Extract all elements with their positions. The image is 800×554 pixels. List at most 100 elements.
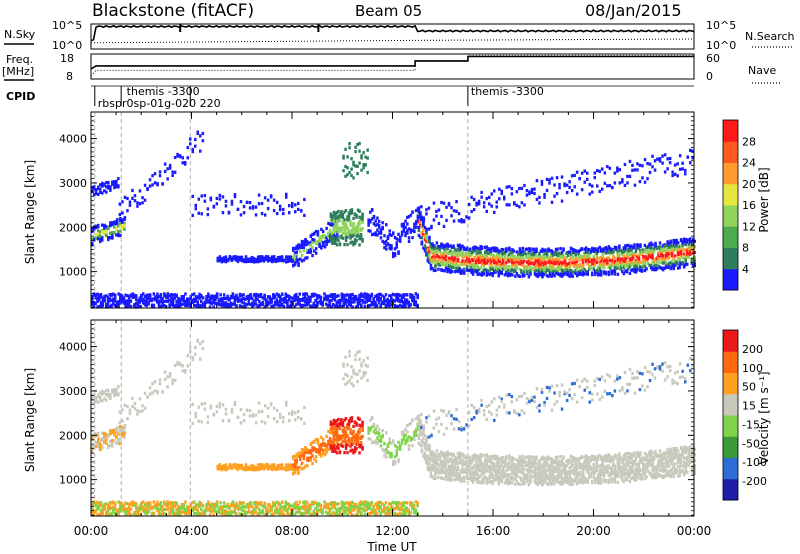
power-echo <box>337 301 340 305</box>
power-echo <box>330 223 334 227</box>
power-echo <box>214 296 217 300</box>
velocity-echo <box>320 447 323 452</box>
velocity-echo <box>128 411 132 415</box>
power-echo <box>467 258 470 262</box>
power-echo <box>664 244 668 248</box>
power-echo <box>377 295 381 299</box>
velocity-echo <box>275 408 279 412</box>
power-echo <box>282 300 286 304</box>
power-echo <box>497 274 500 278</box>
power-echo <box>621 257 624 261</box>
power-echo <box>442 224 446 228</box>
velocity-echo <box>388 441 391 445</box>
power-echo <box>508 203 511 207</box>
velocity-echo <box>337 417 340 421</box>
power-echo <box>598 245 601 249</box>
power-echo <box>103 232 106 236</box>
power-echo <box>616 258 620 263</box>
velocity-echo <box>374 439 377 443</box>
power-echo <box>337 235 340 239</box>
power-colorbar-cell <box>723 268 738 291</box>
power-echo <box>133 194 137 198</box>
power-echo <box>186 146 189 150</box>
power-echo <box>177 305 180 309</box>
power-echo <box>153 181 157 185</box>
power-echo <box>490 263 493 267</box>
power-echo <box>194 203 197 207</box>
velocity-echo <box>224 468 228 472</box>
power-echo <box>420 240 424 244</box>
velocity-echo <box>111 442 114 446</box>
power-echo <box>667 242 671 246</box>
power-echo <box>654 243 657 247</box>
velocity-echo <box>376 430 379 435</box>
power-echo <box>355 239 358 243</box>
power-echo <box>493 254 496 258</box>
power-echo <box>491 273 494 277</box>
power-echo <box>441 246 445 250</box>
velocity-echo <box>115 393 118 397</box>
power-echo <box>520 259 523 263</box>
power-echo <box>91 227 94 231</box>
power-echo <box>642 261 645 265</box>
power-echo <box>166 296 170 300</box>
velocity-echo <box>99 438 102 442</box>
power-echo <box>95 188 98 192</box>
power-echo <box>569 263 573 267</box>
velocity-echo <box>338 436 342 440</box>
noise-sky-label: N.Sky <box>4 28 36 41</box>
velocity-echo <box>299 451 302 455</box>
power-echo <box>407 303 411 307</box>
power-echo <box>296 296 300 300</box>
power-echo <box>385 247 388 251</box>
power-echo <box>244 260 248 264</box>
power-echo <box>352 160 355 164</box>
power-echo <box>302 296 305 300</box>
velocity-echo <box>230 407 234 411</box>
power-echo <box>227 211 231 215</box>
velocity-echo <box>287 467 290 471</box>
power-echo <box>384 303 388 307</box>
velocity-echo <box>118 420 122 425</box>
power-echo <box>435 209 438 213</box>
power-echo <box>441 263 445 267</box>
power-echo <box>377 292 381 296</box>
power-echo <box>353 238 357 242</box>
power-echo <box>678 248 681 252</box>
velocity-echo <box>191 355 194 360</box>
power-echo <box>557 253 561 257</box>
power-echo <box>295 298 298 302</box>
velocity-echo <box>306 450 309 455</box>
power-echo <box>666 265 669 269</box>
power-echo <box>529 265 532 269</box>
power-echo <box>92 302 96 306</box>
power-echo <box>438 245 442 249</box>
power-echo <box>496 253 499 257</box>
velocity-echo <box>109 429 112 433</box>
power-echo <box>471 246 475 250</box>
power-echo <box>222 304 226 308</box>
power-echo <box>648 250 651 255</box>
power-echo <box>533 269 537 274</box>
power-echo <box>231 302 235 306</box>
velocity-echo <box>314 455 318 459</box>
power-echo <box>384 299 388 303</box>
power-echo <box>97 237 100 241</box>
power-echo <box>416 216 420 220</box>
power-echo <box>532 255 535 259</box>
power-echo <box>642 263 645 267</box>
power-echo <box>479 261 482 265</box>
velocity-echo <box>329 444 333 448</box>
velocity-echo <box>350 439 354 443</box>
velocity-echo <box>244 463 248 467</box>
velocity-echo <box>335 445 339 449</box>
power-echo <box>184 162 187 166</box>
velocity-echo <box>356 436 360 441</box>
velocity-echo <box>171 381 174 385</box>
power-echo <box>258 257 262 261</box>
power-echo <box>529 269 532 273</box>
power-echo <box>163 169 167 174</box>
power-echo <box>287 257 290 262</box>
power-echo <box>574 268 577 272</box>
power-echo <box>335 294 338 298</box>
